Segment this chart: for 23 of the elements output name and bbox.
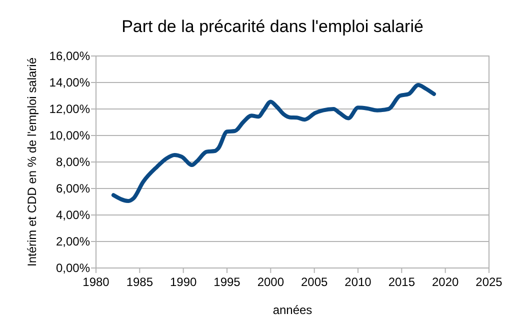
x-tick-label: 2005 bbox=[300, 275, 328, 289]
y-tick-label: 0,00% bbox=[56, 261, 90, 275]
x-tick-label: 1990 bbox=[170, 275, 198, 289]
chart-title: Part de la précarité dans l'emploi salarié bbox=[122, 17, 424, 36]
y-axis-title: Intérim et CDD en % de l'emploi salarié bbox=[25, 57, 39, 267]
y-tick-label: 16,00% bbox=[49, 49, 90, 63]
x-tick-label: 2015 bbox=[388, 275, 416, 289]
y-tick-label: 12,00% bbox=[49, 102, 90, 116]
y-tick-label: 4,00% bbox=[56, 208, 90, 222]
x-tick-label: 2000 bbox=[257, 275, 284, 289]
x-tick-label: 1995 bbox=[214, 275, 241, 289]
x-tick-label: 2010 bbox=[344, 275, 372, 289]
y-tick-label: 8,00% bbox=[56, 155, 90, 169]
y-tick-label: 2,00% bbox=[56, 234, 90, 248]
x-tick-label: 1985 bbox=[126, 275, 154, 289]
x-tick-label: 2020 bbox=[432, 275, 460, 289]
x-tick-label: 2025 bbox=[476, 275, 503, 289]
line-series bbox=[111, 83, 436, 203]
x-axis-title: années bbox=[272, 303, 312, 317]
y-tick-label: 14,00% bbox=[49, 76, 90, 90]
x-tick-label: 1980 bbox=[82, 275, 110, 289]
y-tick-label: 10,00% bbox=[49, 128, 90, 142]
y-tick-label: 6,00% bbox=[56, 182, 90, 196]
